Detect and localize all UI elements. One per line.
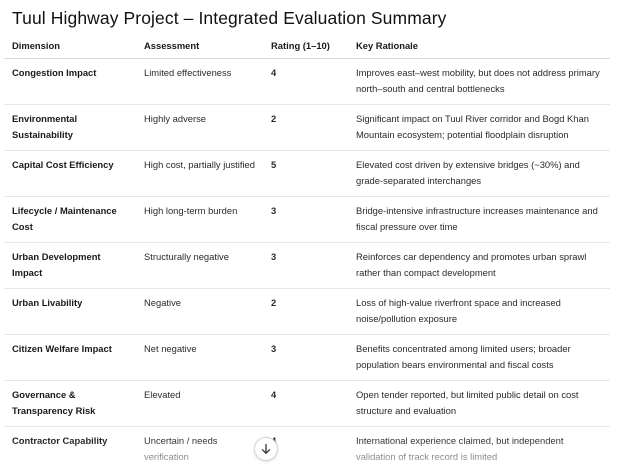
- scroll-to-bottom-button[interactable]: [254, 437, 278, 461]
- cell-assessment: Negative: [136, 288, 263, 335]
- cell-dimension: Congestion Impact: [4, 58, 136, 105]
- cell-assessment: Uncertain / needs verification: [144, 435, 218, 462]
- cell-dimension: Governance & Transparency Risk: [4, 380, 136, 427]
- cell-rating: 3: [263, 242, 348, 289]
- cell-assessment: Structurally negative: [136, 242, 263, 289]
- table-row: Citizen Welfare Impact Net negative 3 Be…: [4, 334, 610, 381]
- table-row: Capital Cost Efficiency High cost, parti…: [4, 150, 610, 197]
- table-row: Urban Development Impact Structurally ne…: [4, 242, 610, 289]
- cell-rating: 2: [263, 288, 348, 335]
- cell-rating: 4: [263, 58, 348, 105]
- cell-rationale: Elevated cost driven by extensive bridge…: [348, 150, 610, 197]
- cell-assessment: High cost, partially justified: [136, 150, 263, 197]
- cell-assessment: Elevated: [136, 380, 263, 427]
- cell-rating: 3: [263, 334, 348, 381]
- table-header-row: Dimension Assessment Rating (1–10) Key R…: [4, 36, 610, 59]
- cell-assessment: Limited effectiveness: [136, 58, 263, 105]
- page-title: Tuul Highway Project – Integrated Evalua…: [12, 8, 447, 28]
- table-row: Contractor Capability Uncertain / needs …: [4, 427, 610, 473]
- cell-rationale: Loss of high-value riverfront space and …: [348, 288, 610, 335]
- cell-rating: 3: [263, 196, 348, 243]
- cell-rating: 5: [263, 150, 348, 197]
- header-dimension: Dimension: [4, 36, 136, 59]
- cell-dimension: Urban Livability: [4, 288, 136, 335]
- cell-assessment: Net negative: [136, 334, 263, 381]
- cell-dimension: Capital Cost Efficiency: [4, 150, 136, 197]
- cell-rationale: Benefits concentrated among limited user…: [348, 334, 610, 381]
- cell-rationale: Reinforces car dependency and promotes u…: [348, 242, 610, 289]
- cell-rationale: Improves east–west mobility, but does no…: [348, 58, 610, 105]
- cell-dimension: Lifecycle / Maintenance Cost: [4, 196, 136, 243]
- cell-rating: 2: [263, 104, 348, 151]
- header-rating: Rating (1–10): [263, 36, 348, 59]
- cell-dimension: Environmental Sustainability: [4, 104, 136, 151]
- table-row: Urban Livability Negative 2 Loss of high…: [4, 288, 610, 335]
- cell-assessment: High long-term burden: [136, 196, 263, 243]
- cell-rationale: Significant impact on Tuul River corrido…: [348, 104, 610, 151]
- cell-dimension: Contractor Capability: [12, 435, 108, 446]
- arrow-down-icon: [261, 443, 271, 454]
- cell-rationale: International experience claimed, but in…: [356, 435, 564, 462]
- table-row: Lifecycle / Maintenance Cost High long-t…: [4, 196, 610, 243]
- table-row: Congestion Impact Limited effectiveness …: [4, 58, 610, 105]
- cell-rationale: Open tender reported, but limited public…: [348, 380, 610, 427]
- header-rationale: Key Rationale: [348, 36, 610, 59]
- evaluation-table: Dimension Assessment Rating (1–10) Key R…: [4, 36, 610, 472]
- cell-dimension: Urban Development Impact: [4, 242, 136, 289]
- table-row: Governance & Transparency Risk Elevated …: [4, 380, 610, 427]
- cell-dimension: Citizen Welfare Impact: [4, 334, 136, 381]
- table-row: Environmental Sustainability Highly adve…: [4, 104, 610, 151]
- cell-rating: 4: [263, 380, 348, 427]
- header-assessment: Assessment: [136, 36, 263, 59]
- cell-rationale: Bridge-intensive infrastructure increase…: [348, 196, 610, 243]
- cell-assessment: Highly adverse: [136, 104, 263, 151]
